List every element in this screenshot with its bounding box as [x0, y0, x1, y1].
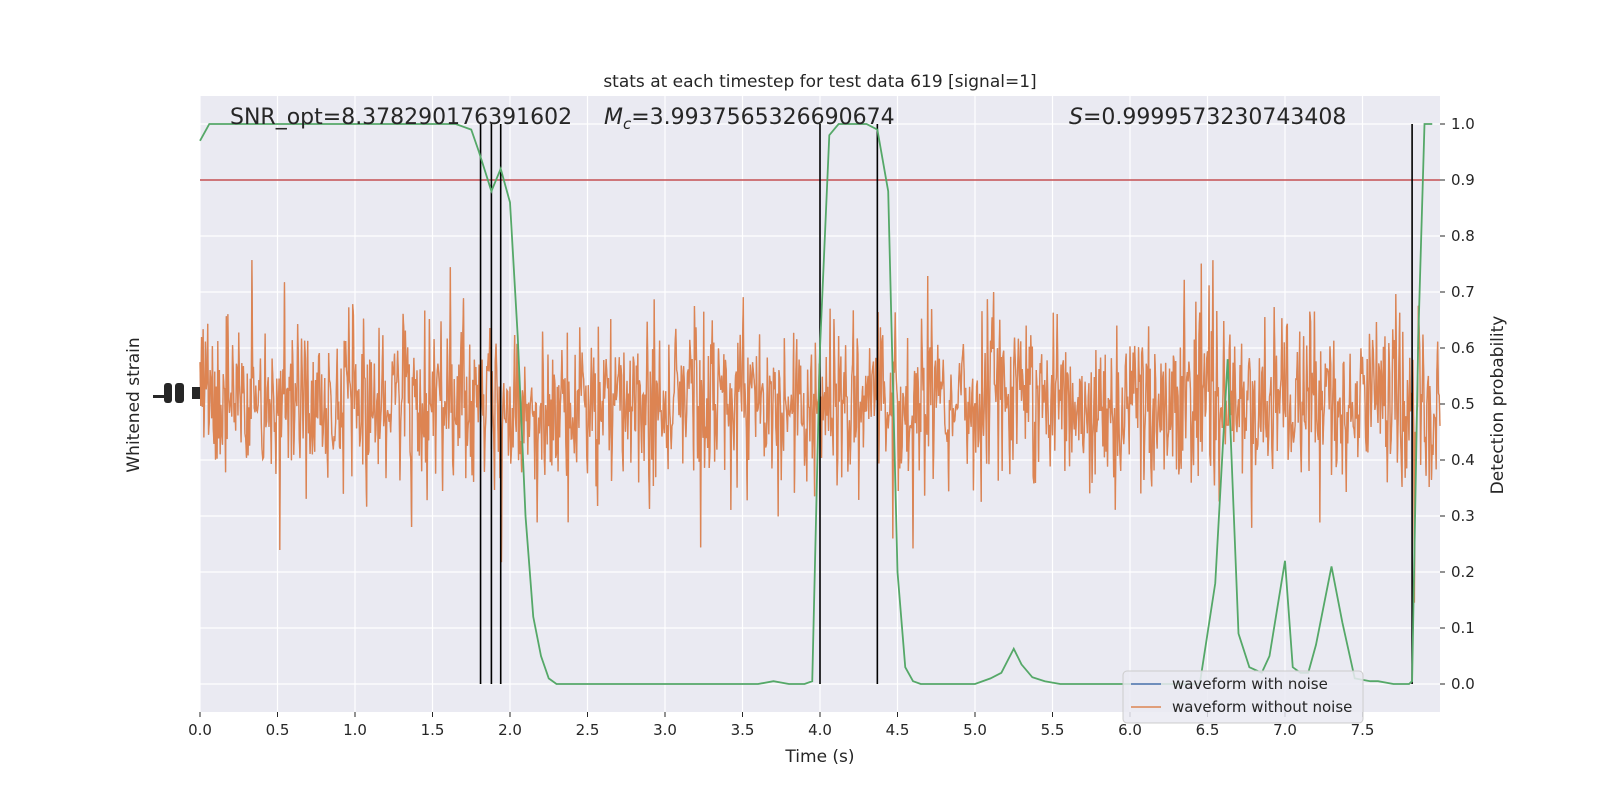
x-tick-label: 3.0: [653, 721, 677, 739]
y-tick-label: 0.6: [1451, 339, 1475, 357]
x-tick-label: 6.5: [1196, 721, 1220, 739]
x-tick-label: 7.0: [1273, 721, 1297, 739]
legend-box: [1122, 670, 1364, 724]
x-ticks: 0.0 0.5 1.0 1.5 2.0 2.5 3.0 3.5 4.0 4.5 5.0 5.5 6.0 6…: [188, 712, 1374, 739]
x-tick-label: 6.0: [1118, 721, 1142, 739]
s-symbol: S: [1069, 105, 1083, 130]
y-tick-label: 0.4: [1451, 451, 1475, 469]
x-axis-label: Time (s): [784, 747, 854, 767]
chirp-mass-subscript: c: [623, 115, 632, 133]
s-value: =0.9999573230743408: [1083, 105, 1346, 130]
detection-probability-layer: [199, 123, 1433, 685]
x-tick-label: 1.0: [343, 721, 367, 739]
x-tick-label: 0.0: [188, 721, 212, 739]
x-tick-label: 5.0: [963, 721, 987, 739]
vertical-markers: [479, 124, 1413, 684]
legend-label-without-noise: waveform without noise: [1172, 698, 1352, 716]
y-axis-label-left: Whitened strain: [124, 337, 144, 472]
x-tick-label: 2.0: [498, 721, 522, 739]
legend-label-with-noise: waveform with noise: [1172, 675, 1328, 693]
y-tick-label: 0.8: [1451, 227, 1475, 245]
chirp-mass-value: =3.9937565326690674: [631, 105, 894, 130]
y-tick-label: 0.0: [1451, 675, 1475, 693]
y-tick-label: 0.3: [1451, 507, 1475, 525]
x-tick-label: 7.5: [1351, 721, 1375, 739]
x-tick-label: 1.5: [421, 721, 445, 739]
y-tick-label: 0.7: [1451, 283, 1475, 301]
s-annotation: S=0.9999573230743408: [1069, 105, 1346, 130]
legend: waveform with noise waveform without noi…: [1122, 670, 1364, 724]
x-tick-label: 0.5: [266, 721, 290, 739]
x-tick-label: 2.5: [576, 721, 600, 739]
chirp-mass-symbol: M: [604, 105, 623, 130]
y-tick-label: 0.1: [1451, 619, 1475, 637]
y-tick-label: 0.2: [1451, 563, 1475, 581]
x-tick-label: 3.5: [731, 721, 755, 739]
x-tick-label: 4.5: [886, 721, 910, 739]
left-axis-overlap-ticks: [153, 383, 200, 403]
x-tick-label: 4.0: [808, 721, 832, 739]
chart-title: stats at each timestep for test data 619…: [603, 72, 1036, 92]
y-ticks-right: 0.0 0.1 0.2 0.3 0.4 0.5 0.6 0.7 0.8 0.9 1.0: [1440, 115, 1475, 693]
chirp-mass-annotation: Mc=3.9937565326690674: [604, 105, 895, 133]
y-tick-label: 1.0: [1451, 115, 1475, 133]
detection-probability-line: [199, 123, 1433, 685]
x-tick-label: 5.5: [1041, 721, 1065, 739]
y-axis-label-right: Detection probability: [1488, 316, 1508, 495]
snr-annotation: SNR_opt=8.378290176391602: [230, 105, 572, 130]
y-tick-label: 0.9: [1451, 171, 1475, 189]
y-tick-label: 0.5: [1451, 395, 1475, 413]
